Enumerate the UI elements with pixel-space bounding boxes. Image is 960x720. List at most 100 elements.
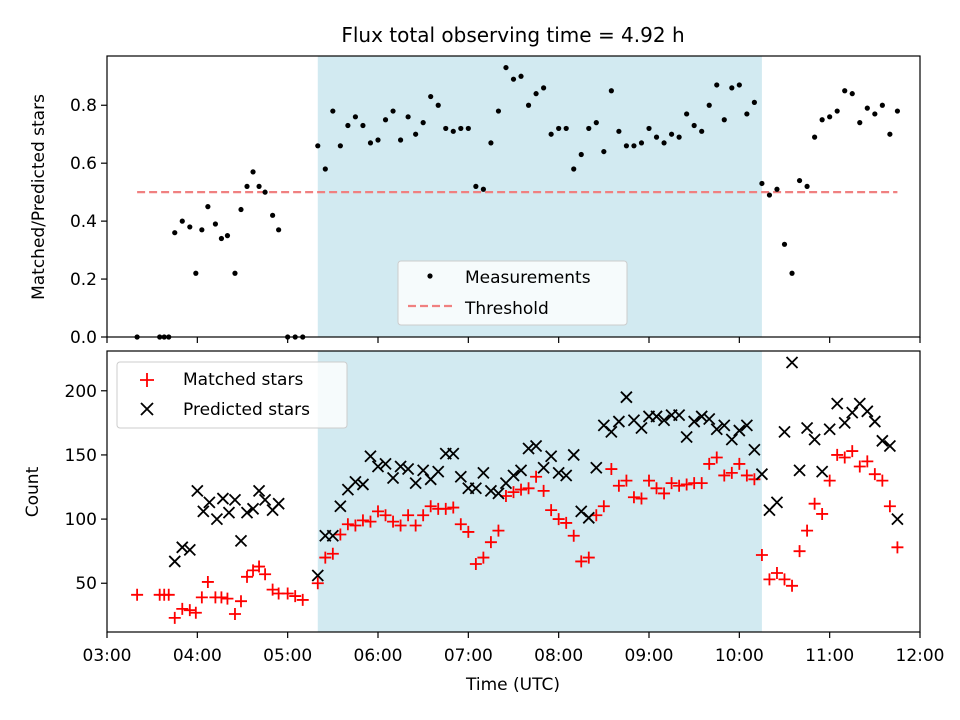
matched-stars-point [612, 479, 625, 492]
measurement-point [276, 227, 282, 233]
measurement-point [443, 125, 449, 132]
x-tick-label: 06:00 [354, 646, 403, 666]
matched-stars-point [266, 583, 279, 596]
matched-stars-point [816, 507, 829, 520]
predicted-stars-point [748, 443, 761, 456]
y-tick-label: 0.0 [70, 328, 97, 348]
predicted-stars-point [356, 478, 370, 491]
matched-stars-legend-label: Matched stars [183, 370, 303, 390]
measurement-point [256, 183, 262, 189]
y-tick-label: 100 [65, 510, 97, 530]
predicted-stars-legend-label: Predicted stars [183, 400, 310, 420]
matched-stars-point [289, 590, 302, 603]
measurement-point [541, 85, 547, 91]
predicted-stars-point [567, 448, 580, 462]
measurement-point [563, 125, 569, 132]
matched-stars-point [364, 515, 377, 528]
matched-stars-point [221, 592, 234, 605]
measurement-point [638, 140, 645, 146]
predicted-stars-point [379, 457, 392, 471]
measurement-point [187, 224, 193, 230]
predicted-stars-point [191, 484, 204, 497]
matched-stars-point [530, 470, 543, 483]
matched-stars-legend-marker [140, 373, 154, 387]
ratio-x-ticks [106, 337, 921, 343]
matched-stars-point [627, 491, 640, 504]
x-tick-label: 10:00 [715, 646, 764, 666]
predicted-stars-point [718, 419, 731, 432]
measurement-point [781, 241, 788, 247]
measurement-point [842, 88, 848, 94]
predicted-stars-point [868, 415, 881, 428]
predicted-stars-point [326, 529, 339, 542]
measurement-point [488, 140, 494, 146]
measurement-point [199, 227, 205, 233]
measurement-point [661, 140, 667, 146]
predicted-stars-point [816, 465, 829, 478]
x-tick-label: 09:00 [625, 646, 674, 666]
matched-stars-point [379, 509, 392, 522]
predicted-stars-point [778, 425, 791, 438]
measurement-point [774, 186, 780, 192]
measurement-point [608, 88, 614, 94]
predicted-stars-point [537, 461, 550, 474]
measurement-point [352, 114, 359, 120]
measurement-point [729, 85, 735, 91]
predicted-stars-point [590, 461, 603, 474]
measurement-point [571, 166, 577, 172]
x-tick-label: 12:00 [896, 646, 945, 666]
predicted-stars-point [371, 460, 385, 473]
predicted-stars-point [876, 434, 889, 447]
predicted-stars-point [409, 477, 422, 490]
matched-stars-point [228, 608, 241, 621]
x-tick-label: 05:00 [263, 646, 312, 666]
measurement-point [533, 91, 539, 97]
matched-stars-point [131, 588, 144, 601]
predicted-stars-point [484, 484, 498, 497]
matched-stars-point [259, 568, 272, 581]
predicted-stars-point [216, 492, 230, 505]
measurement-point [397, 137, 404, 143]
predicted-stars-point [620, 391, 633, 404]
measurement-point [360, 122, 366, 129]
measurement-point [751, 99, 757, 105]
measurement-point [337, 143, 343, 149]
matched-stars-point [560, 516, 573, 529]
measurement-point [375, 137, 381, 143]
measurement-points [134, 64, 901, 340]
predicted-stars-point [838, 416, 851, 429]
chart-title: Flux total observing time = 4.92 h [341, 23, 684, 47]
predicted-stars-point [234, 534, 248, 548]
predicted-stars-point [349, 475, 362, 489]
measurement-point [668, 131, 675, 137]
matched-stars-point [605, 463, 618, 476]
predicted-stars-point [203, 496, 216, 509]
measurement-point [894, 108, 901, 114]
x-tick-label: 04:00 [173, 646, 222, 666]
matched-stars-point [680, 478, 693, 491]
measurement-point [714, 82, 720, 88]
predicted-stars-point [334, 500, 347, 513]
predicted-stars-point [740, 419, 753, 432]
matched-stars-point [733, 457, 746, 470]
measurement-point [623, 143, 630, 149]
matched-stars-point [189, 606, 202, 619]
measurements-legend-marker [427, 273, 433, 279]
predicted-stars-point [846, 406, 859, 419]
matched-stars-point [725, 466, 738, 479]
predicted-stars-point [432, 465, 445, 478]
matched-stars-point [424, 500, 437, 513]
count-y-axis-label: Count [23, 466, 43, 517]
matched-stars-point [891, 541, 904, 554]
measurement-point [382, 117, 389, 123]
measurement-point [887, 131, 893, 137]
ratio-legend: Measurements Threshold [397, 260, 628, 326]
y-tick-label: 150 [65, 446, 97, 466]
count-x-ticks: 03:00 04:00 05:00 06:00 07:00 08:00 09:00 10:00… [83, 632, 945, 666]
measurement-point [193, 270, 199, 276]
matched-stars-point [241, 570, 254, 583]
predicted-stars-point [612, 415, 626, 428]
matched-stars-point [846, 445, 859, 458]
predicted-stars-point [447, 447, 460, 460]
